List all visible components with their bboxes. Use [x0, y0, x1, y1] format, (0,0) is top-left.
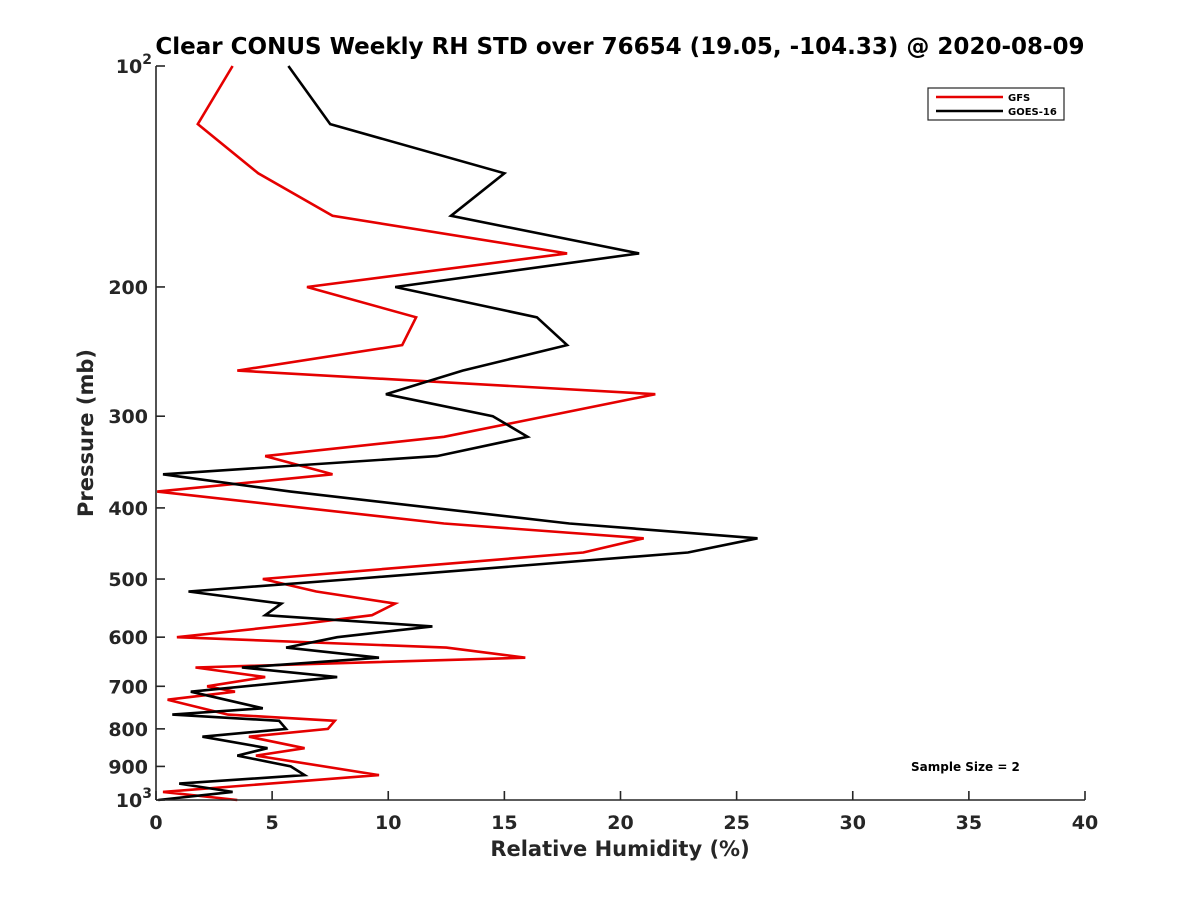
y-ticks: 102 200 300 400 500 600 700 800 900 103 [108, 52, 165, 812]
y-tick-label: 103 [116, 786, 152, 812]
x-tick-label: 10 [375, 812, 401, 834]
y-tick-label: 700 [108, 676, 148, 698]
series-line-goes-16 [158, 65, 758, 802]
axes: 0 5 10 15 20 25 30 35 40 102 200 300 400 500 600 700 80… [108, 52, 1098, 834]
y-tick-label: 800 [108, 719, 148, 741]
x-tick-label: 30 [840, 812, 866, 834]
x-tick-label: 15 [491, 812, 517, 834]
y-tick-label: 102 [116, 52, 152, 78]
series-line-gfs [157, 65, 656, 802]
y-axis-label: Pressure (mb) [74, 349, 98, 517]
legend-label: GFS [1008, 93, 1030, 104]
y-tick-label: 300 [108, 406, 148, 428]
sample-size-annotation: Sample Size = 2 [911, 760, 1020, 774]
y-tick-label: 500 [108, 569, 148, 591]
x-tick-label: 5 [266, 812, 279, 834]
y-tick-label: 900 [108, 756, 148, 778]
y-tick-label: 400 [108, 498, 148, 520]
x-tick-label: 35 [956, 812, 982, 834]
x-tick-label: 40 [1072, 812, 1098, 834]
plot-area [157, 65, 758, 802]
x-axis-label: Relative Humidity (%) [490, 837, 749, 861]
x-ticks: 0 5 10 15 20 25 30 35 40 [149, 791, 1098, 834]
legend-label: GOES-16 [1008, 107, 1057, 118]
x-tick-label: 20 [607, 812, 633, 834]
chart-title: Clear CONUS Weekly RH STD over 76654 (19… [155, 34, 1084, 60]
legend-box [927, 87, 1065, 121]
y-tick-label: 600 [108, 627, 148, 649]
x-tick-label: 0 [149, 812, 162, 834]
x-tick-label: 25 [723, 812, 749, 834]
y-tick-label: 200 [108, 277, 148, 299]
legend: GFS GOES-16 [927, 87, 1065, 121]
